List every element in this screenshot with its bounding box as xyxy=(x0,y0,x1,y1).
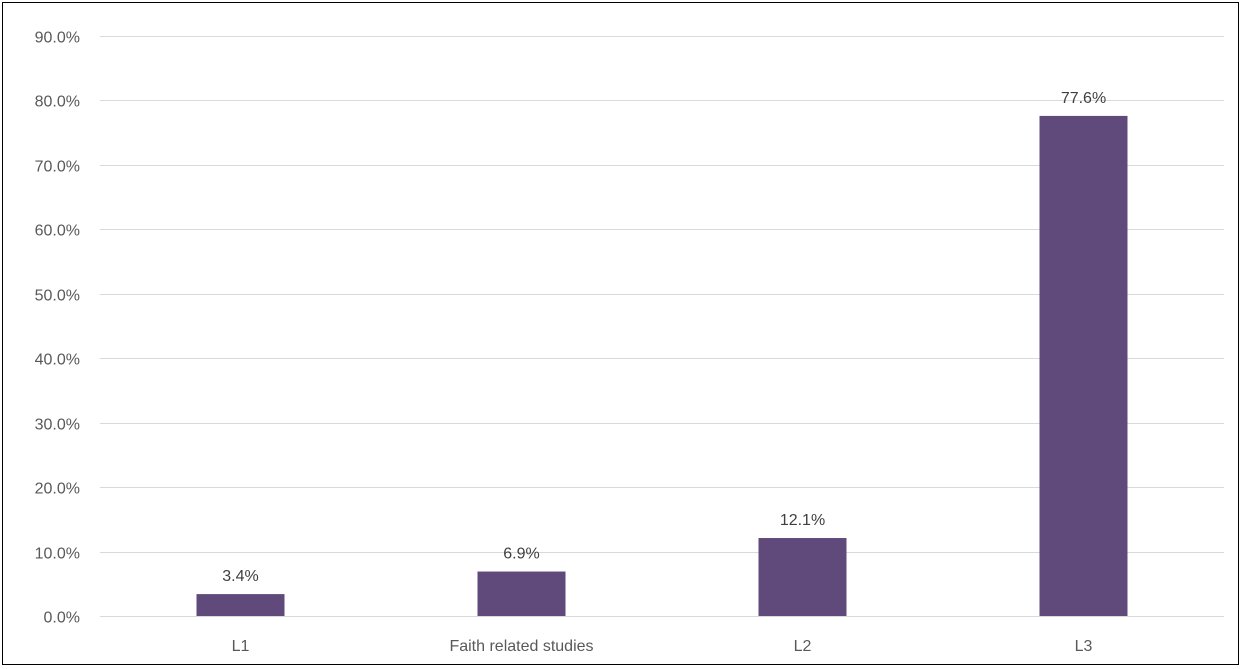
y-tick-label: 60.0% xyxy=(35,223,80,240)
x-tick-label: L2 xyxy=(794,638,812,655)
bar-data-label: 3.4% xyxy=(222,568,258,585)
bar xyxy=(1039,115,1128,617)
y-axis-tick-labels: 0.0% 10.0% 20.0% 30.0% 40.0% 50.0% 60.0% 70.0% 8… xyxy=(35,30,80,627)
bar xyxy=(758,538,847,616)
data-labels: 3.4% 6.9% 12.1% 77.6% xyxy=(222,90,1106,585)
y-tick-label: 20.0% xyxy=(35,481,80,498)
y-tick-label: 50.0% xyxy=(35,288,80,305)
y-tick-label: 90.0% xyxy=(35,30,80,47)
y-tick-label: 40.0% xyxy=(35,352,80,369)
bar-data-label: 6.9% xyxy=(503,546,539,563)
x-axis-tick-labels: L1 Faith related studies L2 L3 xyxy=(232,638,1093,655)
y-tick-label: 0.0% xyxy=(44,610,80,627)
bars xyxy=(196,115,1128,617)
y-tick-label: 80.0% xyxy=(35,94,80,111)
y-tick-label: 30.0% xyxy=(35,417,80,434)
bar xyxy=(477,571,566,616)
x-tick-label: Faith related studies xyxy=(449,638,593,655)
bar xyxy=(196,594,285,616)
gridlines xyxy=(100,36,1224,617)
x-tick-label: L3 xyxy=(1075,638,1093,655)
y-tick-label: 10.0% xyxy=(35,546,80,563)
x-tick-label: L1 xyxy=(232,638,250,655)
y-tick-label: 70.0% xyxy=(35,159,80,176)
bar-data-label: 12.1% xyxy=(780,512,825,529)
bar-data-label: 77.6% xyxy=(1061,90,1106,107)
